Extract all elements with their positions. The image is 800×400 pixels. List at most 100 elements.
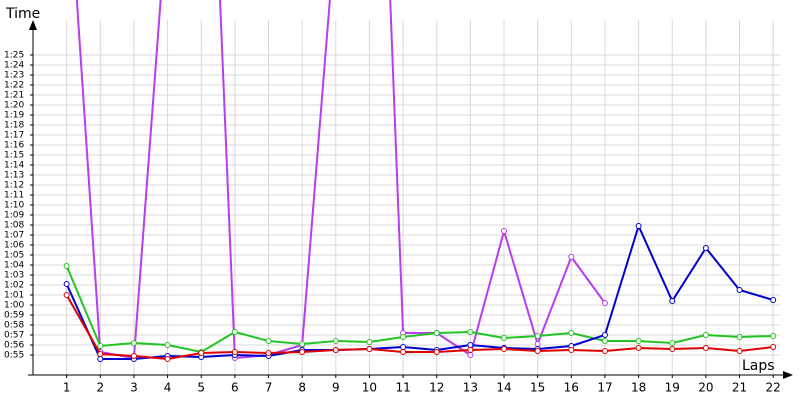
series-line — [65, 294, 774, 361]
grid — [30, 20, 780, 378]
point — [198, 350, 205, 356]
y-tick-label: 1:11 — [4, 191, 24, 201]
point — [130, 353, 137, 359]
point — [736, 348, 743, 354]
point — [231, 349, 238, 355]
y-tick-label: 1:06 — [4, 241, 24, 251]
point — [770, 297, 777, 303]
point — [568, 330, 575, 336]
y-tick-label: 1:15 — [4, 151, 24, 161]
point — [702, 345, 709, 351]
point — [501, 346, 508, 352]
point — [400, 344, 407, 350]
point — [534, 348, 541, 354]
x-tick-label: 5 — [197, 381, 205, 395]
y-tick-label: 0:58 — [4, 321, 24, 331]
point — [433, 349, 440, 355]
y-tick-label: 1:03 — [4, 271, 24, 281]
x-tick-label: 22 — [766, 381, 781, 395]
y-tick-label: 1:12 — [4, 181, 24, 191]
series-line — [65, 223, 774, 360]
point — [231, 329, 238, 335]
y-tick-label: 1:05 — [4, 251, 24, 261]
y-tick-label: 1:19 — [4, 111, 24, 121]
y-tick-label: 0:56 — [4, 341, 24, 351]
point — [702, 245, 709, 251]
point — [299, 349, 306, 355]
point — [601, 300, 608, 306]
point — [770, 344, 777, 350]
point — [702, 332, 709, 338]
y-axis-label: Time — [5, 6, 40, 22]
x-tick-label: 3 — [130, 381, 138, 395]
point — [770, 333, 777, 339]
x-tick-label: 11 — [395, 381, 410, 395]
y-tick-label: 1:01 — [4, 291, 24, 301]
plot-area — [63, 0, 777, 362]
point — [467, 347, 474, 353]
x-tick-label: 14 — [496, 381, 511, 395]
point — [63, 292, 70, 298]
point — [332, 347, 339, 353]
point — [568, 347, 575, 353]
y-tick-label: 0:57 — [4, 331, 24, 341]
point — [501, 335, 508, 341]
y-tick-label: 1:17 — [4, 131, 24, 141]
x-tick-label: 20 — [698, 381, 713, 395]
x-tick-label: 8 — [298, 381, 306, 395]
y-tick-label: 1:00 — [4, 301, 24, 311]
point — [366, 346, 373, 352]
point — [400, 334, 407, 340]
point — [366, 339, 373, 345]
y-tick-label: 0:55 — [4, 351, 24, 361]
point — [669, 298, 676, 304]
y-tick-label: 1:14 — [4, 161, 24, 171]
point — [97, 356, 104, 362]
y-tick-label: 1:02 — [4, 281, 24, 291]
point — [332, 338, 339, 344]
point — [669, 340, 676, 346]
y-tick-label: 1:24 — [4, 61, 24, 71]
x-tick-label: 19 — [665, 381, 680, 395]
point — [130, 340, 137, 346]
point — [736, 334, 743, 340]
y-tick-label: 1:18 — [4, 121, 24, 131]
x-tick-label: 13 — [463, 381, 478, 395]
point — [97, 343, 104, 349]
x-axis-arrow — [783, 371, 793, 379]
point — [265, 350, 272, 356]
series-line — [65, 265, 774, 354]
point — [265, 338, 272, 344]
point — [635, 338, 642, 344]
y-tick-label: 1:21 — [4, 91, 24, 101]
point — [601, 338, 608, 344]
x-tick-label: 16 — [564, 381, 579, 395]
x-tick-label: 7 — [265, 381, 273, 395]
x-tick-label: 10 — [362, 381, 377, 395]
point — [601, 332, 608, 338]
y-tick-label: 1:08 — [4, 221, 24, 231]
x-tick-label: 6 — [231, 381, 239, 395]
point — [568, 254, 575, 260]
point — [467, 352, 474, 358]
point — [164, 356, 171, 362]
point — [63, 263, 70, 269]
x-tick-label: 15 — [530, 381, 545, 395]
y-tick-label: 1:20 — [4, 101, 24, 111]
x-tick-label: 9 — [332, 381, 340, 395]
x-tick-label: 17 — [597, 381, 612, 395]
point — [601, 348, 608, 354]
x-axis-label: Laps — [742, 358, 775, 374]
y-tick-label: 1:13 — [4, 171, 24, 181]
point — [467, 329, 474, 335]
y-tick-label: 1:10 — [4, 201, 24, 211]
point — [635, 223, 642, 229]
x-tick-label: 1 — [63, 381, 71, 395]
y-tick-label: 1:07 — [4, 231, 24, 241]
point — [63, 281, 70, 287]
point — [400, 349, 407, 355]
x-tick-label: 12 — [429, 381, 444, 395]
x-tick-label: 21 — [732, 381, 747, 395]
point — [467, 342, 474, 348]
